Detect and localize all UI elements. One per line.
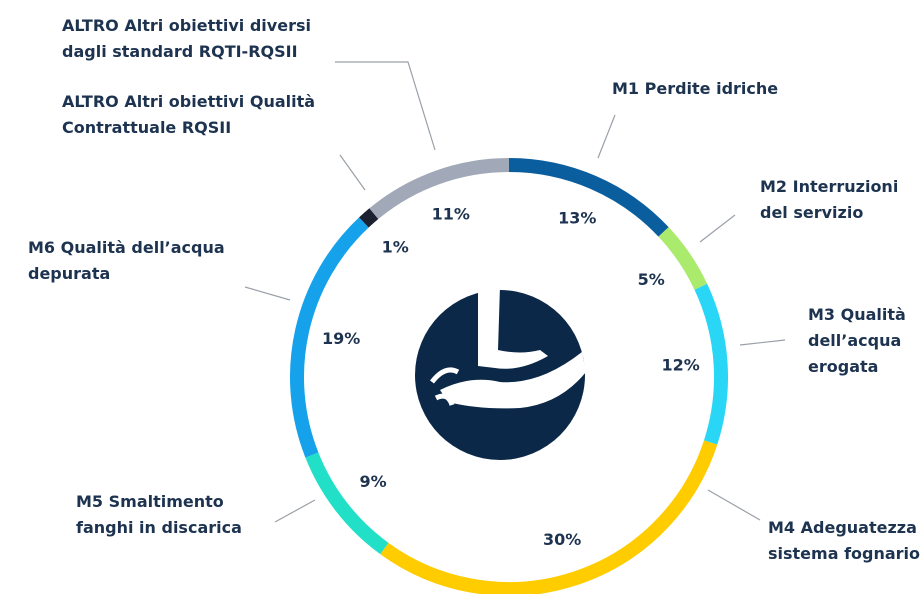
donut-segment (694, 283, 728, 445)
leader (335, 61, 436, 151)
leader (274, 499, 316, 523)
value-label: 11% (432, 205, 470, 224)
icon-circle (415, 290, 585, 460)
category-label: ALTRO Altri obiettivi diversi dagli stan… (62, 16, 311, 61)
donut-segment (305, 452, 389, 555)
category-label: M4 Adeguatezza sistema fognario (768, 518, 921, 563)
value-label: 30% (543, 530, 581, 549)
donut-segment (380, 440, 718, 594)
value-label: 5% (638, 270, 665, 289)
leader (699, 214, 736, 243)
category-label: M6 Qualità dell’acqua depurata (28, 238, 225, 283)
value-label: 19% (322, 329, 360, 348)
icon-water (478, 286, 548, 369)
leader (597, 114, 616, 159)
donut-segment (508, 158, 669, 237)
leader (339, 154, 366, 191)
donut-segment (658, 227, 708, 290)
category-label: ALTRO Altri obiettivi Qualità Contrattua… (62, 92, 316, 137)
category-label: M2 Interruzioni del servizio (760, 177, 899, 222)
donut-segment (359, 208, 379, 228)
value-label: 1% (382, 237, 409, 256)
icon (415, 286, 586, 460)
category-label: M3 Qualità dell’acqua erogata (808, 305, 906, 376)
leader-lines (244, 61, 786, 523)
leader (707, 489, 761, 521)
donut-segment (290, 217, 369, 458)
value-label: 13% (558, 209, 596, 228)
icon-hand (440, 352, 586, 409)
icon-drops (430, 367, 460, 406)
category-label: M1 Perdite idriche (612, 79, 779, 98)
value-label: 12% (662, 356, 700, 375)
value-label: 9% (360, 472, 387, 491)
category-label: M5 Smaltimento fanghi in discarica (76, 492, 242, 537)
donut-segment (369, 158, 510, 220)
leader (244, 286, 291, 301)
leader (739, 339, 786, 346)
